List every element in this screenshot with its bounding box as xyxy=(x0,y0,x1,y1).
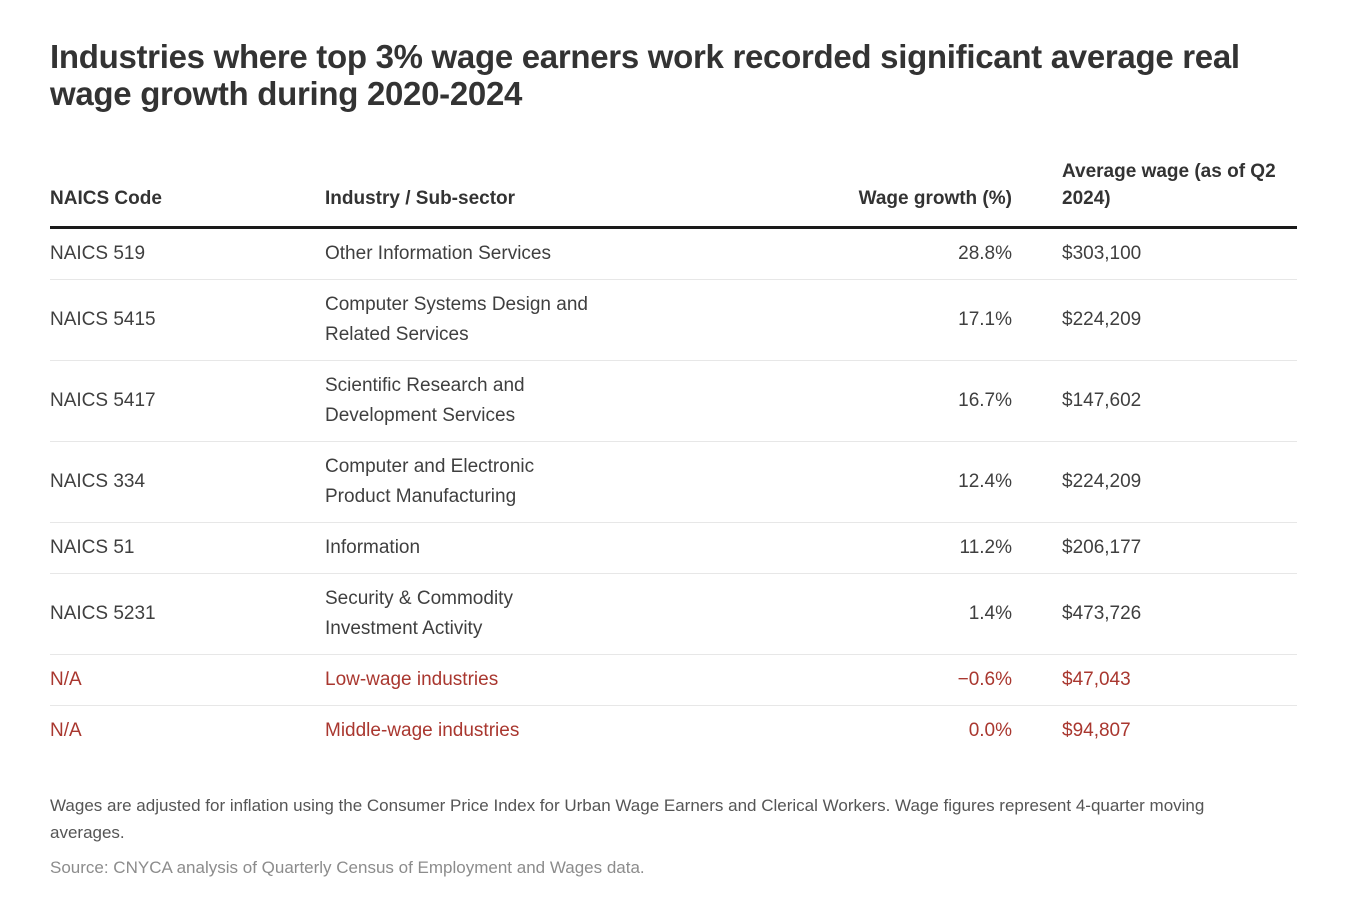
column-header-naics-code: NAICS Code xyxy=(50,158,325,229)
cell-wage-growth: 1.4% xyxy=(750,573,1012,655)
cell-industry: Computer and Electronic Product Manufact… xyxy=(325,441,750,523)
column-header-average-wage-label: Average wage (as of Q2 2024) xyxy=(1062,161,1276,209)
cell-wage-growth: 17.1% xyxy=(750,279,1012,361)
footnote: Wages are adjusted for inflation using t… xyxy=(50,796,1205,842)
cell-average-wage: $224,209 xyxy=(1012,279,1297,361)
cell-industry: Scientific Research and Development Serv… xyxy=(325,360,750,442)
cell-industry: Computer Systems Design and Related Serv… xyxy=(325,279,750,361)
cell-industry: Security & Commodity Investment Activity xyxy=(325,573,750,655)
table-row: NAICS 519 Other Information Services 28.… xyxy=(50,227,1297,280)
cell-average-wage: $206,177 xyxy=(1012,522,1297,574)
table-row: NAICS 51 Information 11.2% $206,177 xyxy=(50,522,1297,574)
table-row: NAICS 334 Computer and Electronic Produc… xyxy=(50,441,1297,523)
cell-naics-code: NAICS 5415 xyxy=(50,279,325,361)
cell-wage-growth: 16.7% xyxy=(750,360,1012,442)
column-header-wage-growth: Wage growth (%) xyxy=(750,158,1012,229)
header-row: NAICS Code Industry / Sub-sector Wage gr… xyxy=(50,158,1297,229)
table-row: NAICS 5417 Scientific Research and Devel… xyxy=(50,360,1297,442)
industry-label: Middle-wage industries xyxy=(325,720,520,741)
cell-average-wage: $47,043 xyxy=(1012,654,1297,706)
cell-industry: Information xyxy=(325,522,750,574)
cell-naics-code: NAICS 334 xyxy=(50,441,325,523)
table-row-highlight: N/A Low-wage industries −0.6% $47,043 xyxy=(50,654,1297,706)
cell-average-wage: $224,209 xyxy=(1012,441,1297,523)
industry-label: Low-wage industries xyxy=(325,669,499,690)
cell-wage-growth: −0.6% xyxy=(750,654,1012,706)
industry-label: Other Information Services xyxy=(325,243,551,264)
cell-naics-code: NAICS 5231 xyxy=(50,573,325,655)
cell-industry: Middle-wage industries xyxy=(325,706,750,757)
cell-industry: Other Information Services xyxy=(325,227,750,280)
industry-label: Computer and Electronic Product Manufact… xyxy=(325,456,535,507)
chart-title: Industries where top 3% wage earners wor… xyxy=(50,38,1240,112)
cell-naics-code: NAICS 51 xyxy=(50,522,325,574)
cell-naics-code: N/A xyxy=(50,654,325,706)
cell-wage-growth: 11.2% xyxy=(750,522,1012,574)
cell-wage-growth: 0.0% xyxy=(968,720,1012,741)
cell-average-wage: $94,807 xyxy=(1062,720,1131,741)
cell-industry: Low-wage industries xyxy=(325,654,750,706)
column-header-average-wage: Average wage (as of Q2 2024) xyxy=(1012,158,1297,229)
cell-average-wage: $473,726 xyxy=(1012,573,1297,655)
cell-wage-growth: 28.8% xyxy=(750,227,1012,280)
cell-wage-growth: 12.4% xyxy=(750,441,1012,523)
column-header-industry: Industry / Sub-sector xyxy=(325,158,750,229)
cell-average-wage: $303,100 xyxy=(1012,227,1297,280)
cell-naics-code: NAICS 519 xyxy=(50,227,325,280)
industry-label: Computer Systems Design and Related Serv… xyxy=(325,294,588,345)
table-row: NAICS 5231 Security & Commodity Investme… xyxy=(50,573,1297,655)
source-note: Source: CNYCA analysis of Quarterly Cens… xyxy=(50,858,645,877)
table-row-highlight: N/A Middle-wage industries 0.0% $94,807 xyxy=(50,706,1297,757)
industry-label: Information xyxy=(325,537,421,558)
cell-average-wage: $147,602 xyxy=(1012,360,1297,442)
industry-label: Scientific Research and Development Serv… xyxy=(325,375,525,426)
table-row: NAICS 5415 Computer Systems Design and R… xyxy=(50,279,1297,361)
industry-label: Security & Commodity Investment Activity xyxy=(325,588,513,639)
cell-naics-code: N/A xyxy=(50,720,82,741)
wage-table: NAICS Code Industry / Sub-sector Wage gr… xyxy=(50,158,1297,756)
cell-naics-code: NAICS 5417 xyxy=(50,360,325,442)
